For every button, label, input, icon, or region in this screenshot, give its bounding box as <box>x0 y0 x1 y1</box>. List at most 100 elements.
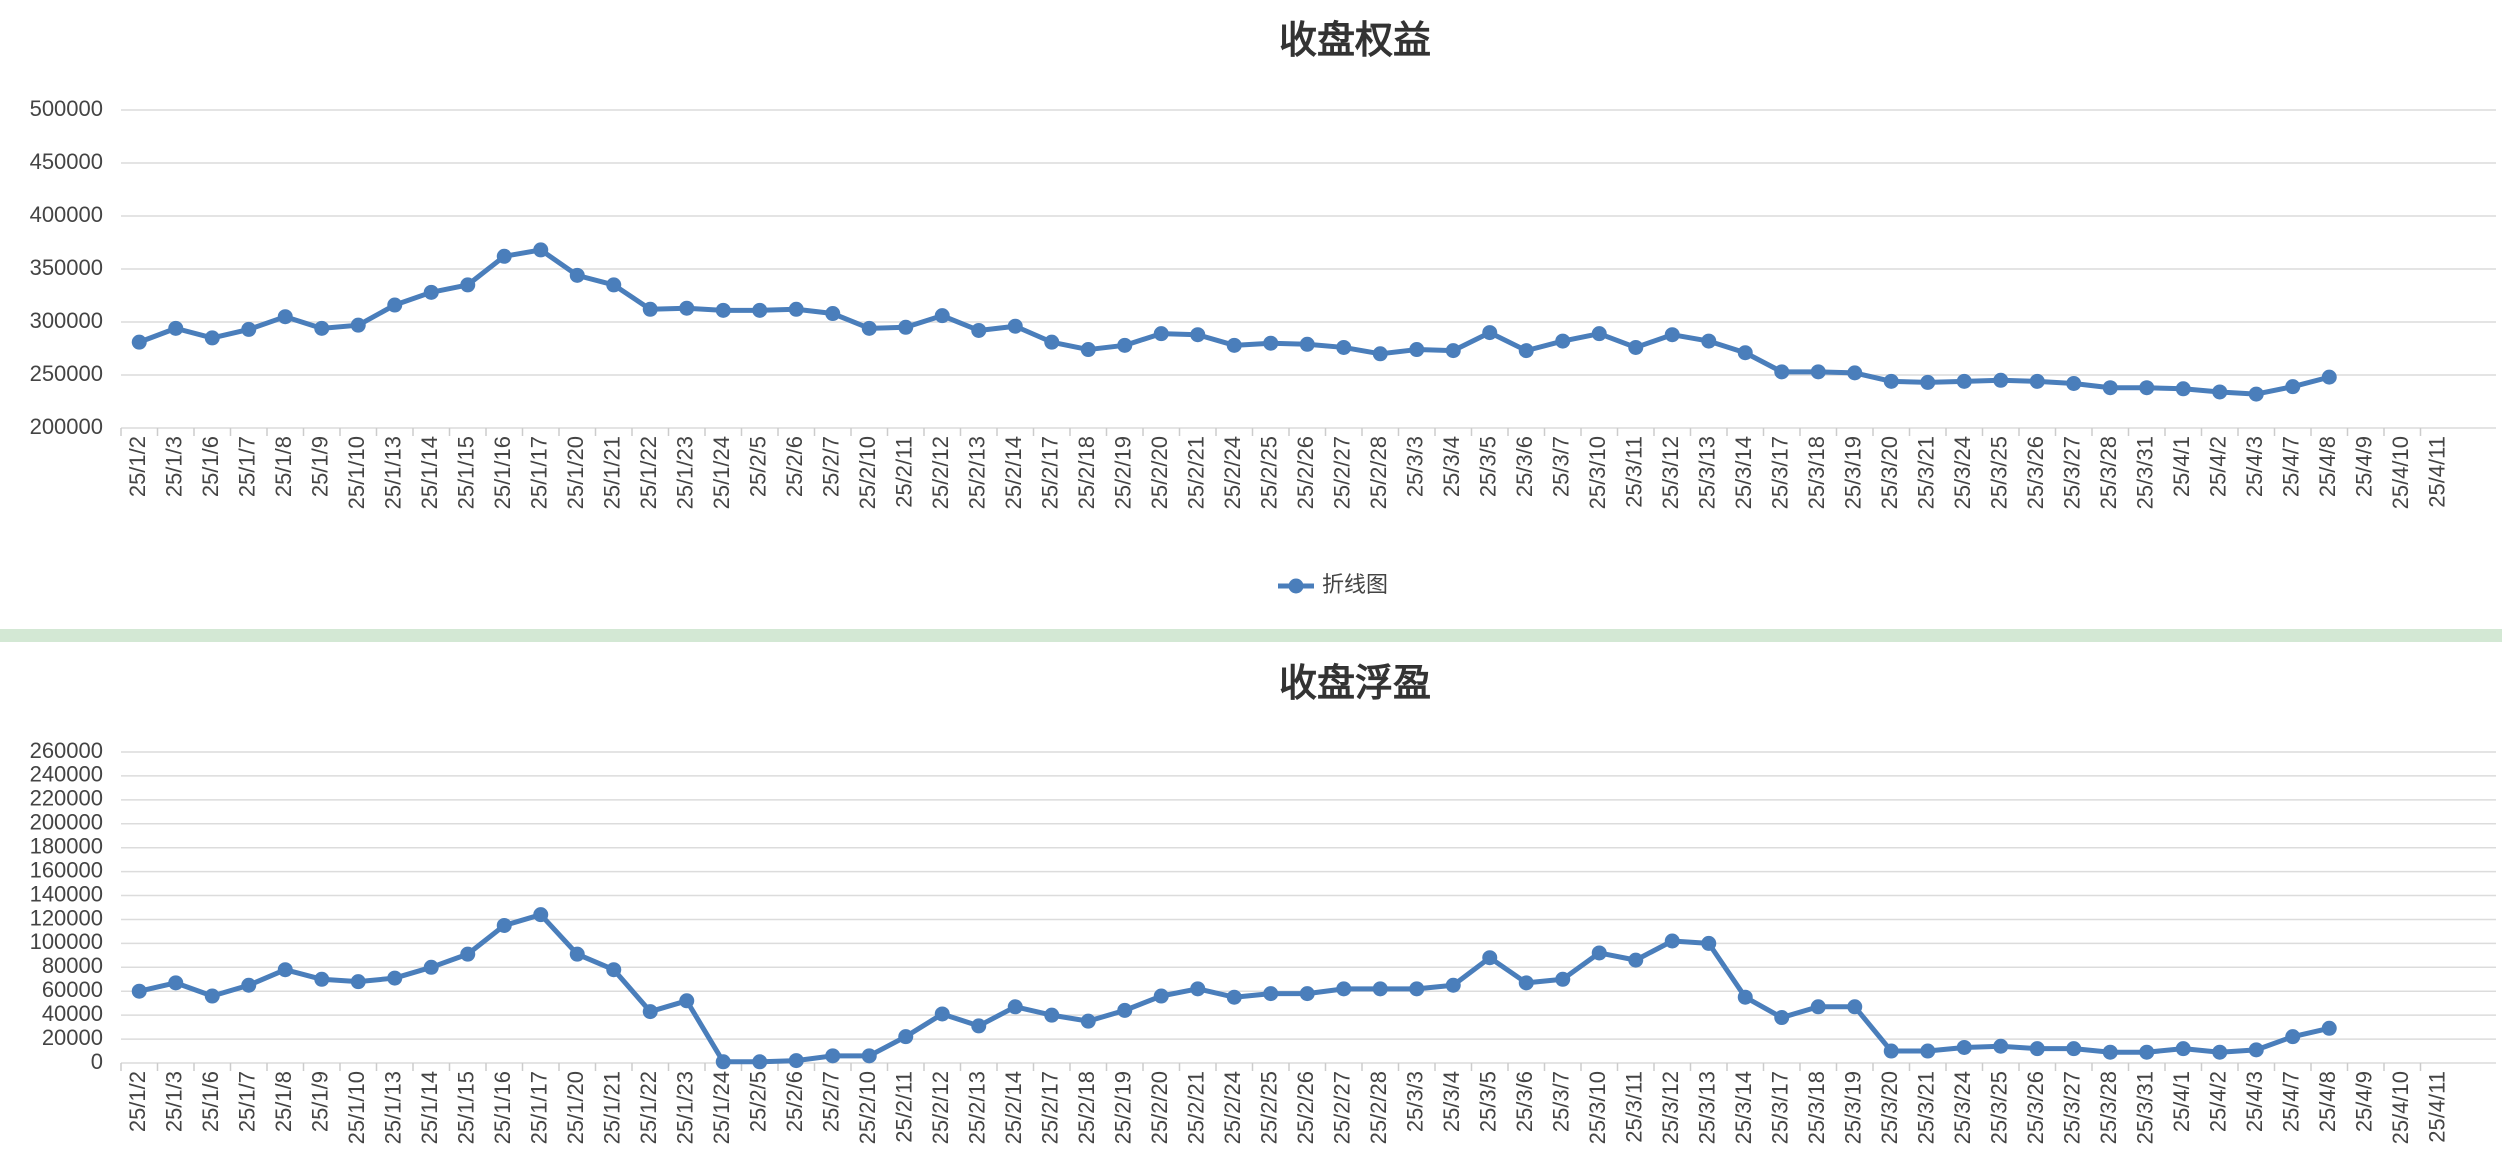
point <box>1810 999 1826 1015</box>
x-tick-label: 25/1/16 <box>490 436 515 509</box>
point <box>1007 999 1023 1015</box>
x-tick-label: 25/3/27 <box>2060 436 2085 509</box>
x-tick-label: 25/1/3 <box>162 1071 187 1132</box>
point <box>168 320 184 336</box>
x-tick-label: 25/2/21 <box>1184 1071 1209 1144</box>
x-tick-label: 25/2/27 <box>1330 1071 1355 1144</box>
point <box>168 975 184 991</box>
point <box>861 1048 877 1064</box>
point <box>2102 1044 2118 1060</box>
point <box>2066 1041 2082 1057</box>
point <box>752 1054 768 1070</box>
point <box>642 1004 658 1020</box>
x-tick-label: 25/1/9 <box>308 436 333 497</box>
x-tick-label: 25/2/20 <box>1147 436 1172 509</box>
point <box>1445 343 1461 359</box>
x-tick-label: 25/1/13 <box>381 1071 406 1144</box>
point <box>1044 334 1060 350</box>
y-tick-label: 220000 <box>30 786 103 811</box>
point <box>2212 384 2228 400</box>
y-tick-label: 80000 <box>42 953 103 978</box>
x-tick-label: 25/1/24 <box>709 1071 734 1144</box>
point <box>606 962 622 978</box>
point <box>715 302 731 318</box>
point <box>1847 999 1863 1015</box>
x-tick-label: 25/2/7 <box>819 1071 844 1132</box>
x-tick-label: 25/1/21 <box>600 1071 625 1144</box>
x-tick-label: 25/4/9 <box>2352 436 2377 497</box>
x-tick-label: 25/3/13 <box>1695 1071 1720 1144</box>
x-tick-label: 25/2/18 <box>1074 436 1099 509</box>
y-tick-label: 260000 <box>30 738 103 763</box>
x-tick-label: 25/4/8 <box>2315 436 2340 497</box>
point <box>825 306 841 322</box>
y-tick-label: 500000 <box>30 96 103 121</box>
x-tick-label: 25/2/18 <box>1074 1071 1099 1144</box>
y-tick-label: 450000 <box>30 149 103 174</box>
x-tick-label: 25/3/19 <box>1841 1071 1866 1144</box>
x-tick-label: 25/3/25 <box>1987 436 2012 509</box>
point <box>1737 345 1753 361</box>
x-tick-label: 25/4/8 <box>2315 1071 2340 1132</box>
x-tick-label: 25/2/17 <box>1038 1071 1063 1144</box>
point <box>2029 1041 2045 1057</box>
x-tick-label: 25/3/20 <box>1877 1071 1902 1144</box>
y-tick-label: 400000 <box>30 202 103 227</box>
point <box>1774 1010 1790 1026</box>
x-tick-label: 25/1/15 <box>454 1071 479 1144</box>
x-tick-label: 25/3/19 <box>1841 436 1866 509</box>
point <box>971 1018 987 1034</box>
x-tick-label: 25/2/10 <box>855 1071 880 1144</box>
y-tick-label: 350000 <box>30 255 103 280</box>
x-tick-label: 25/2/28 <box>1366 436 1391 509</box>
legend-marker <box>1288 578 1304 594</box>
x-tick-label: 25/1/22 <box>636 436 661 509</box>
x-tick-label: 25/3/25 <box>1987 1071 2012 1144</box>
point <box>715 1054 731 1070</box>
x-tick-label: 25/2/19 <box>1111 1071 1136 1144</box>
point <box>2102 380 2118 396</box>
x-tick-label: 25/3/18 <box>1804 1071 1829 1144</box>
x-tick-label: 25/3/26 <box>2023 1071 2048 1144</box>
point <box>1445 977 1461 993</box>
x-tick-label: 25/1/8 <box>271 436 296 497</box>
point <box>825 1048 841 1064</box>
x-tick-label: 25/3/14 <box>1731 436 1756 509</box>
point <box>1883 373 1899 389</box>
x-tick-label: 25/2/24 <box>1220 1071 1245 1144</box>
point <box>460 946 476 962</box>
y-tick-label: 180000 <box>30 834 103 859</box>
y-tick-label: 240000 <box>30 762 103 787</box>
x-tick-label: 25/2/7 <box>819 436 844 497</box>
x-tick-label: 25/4/3 <box>2242 436 2267 497</box>
y-tick-label: 200000 <box>30 414 103 439</box>
x-tick-label: 25/2/5 <box>746 1071 771 1132</box>
x-tick-label: 25/1/24 <box>709 436 734 509</box>
point <box>241 977 257 993</box>
x-tick-label: 25/1/17 <box>527 1071 552 1144</box>
x-tick-label: 25/1/6 <box>198 1071 223 1132</box>
x-tick-label: 25/3/12 <box>1658 1071 1683 1144</box>
x-tick-label: 25/1/10 <box>344 436 369 509</box>
point <box>1299 986 1315 1002</box>
x-tick-label: 25/2/6 <box>782 436 807 497</box>
legend-label: 折线图 <box>1322 572 1388 597</box>
x-tick-label: 25/2/10 <box>855 436 880 509</box>
point <box>277 309 293 325</box>
point <box>1993 1038 2009 1054</box>
x-tick-label: 25/2/28 <box>1366 1071 1391 1144</box>
x-tick-label: 25/1/14 <box>417 436 442 509</box>
point <box>606 277 622 293</box>
x-tick-label: 25/3/5 <box>1476 436 1501 497</box>
point <box>1409 342 1425 358</box>
chart-title: 收盘浮盈 <box>1279 662 1431 705</box>
point <box>423 284 439 300</box>
x-tick-label: 25/3/10 <box>1585 1071 1610 1144</box>
point <box>1080 342 1096 358</box>
x-tick-label: 25/3/27 <box>2060 1071 2085 1144</box>
x-tick-label: 25/2/11 <box>892 1071 917 1143</box>
x-tick-label: 25/3/17 <box>1768 436 1793 509</box>
x-tick-label: 25/2/17 <box>1038 436 1063 509</box>
x-tick-label: 25/1/22 <box>636 1071 661 1144</box>
